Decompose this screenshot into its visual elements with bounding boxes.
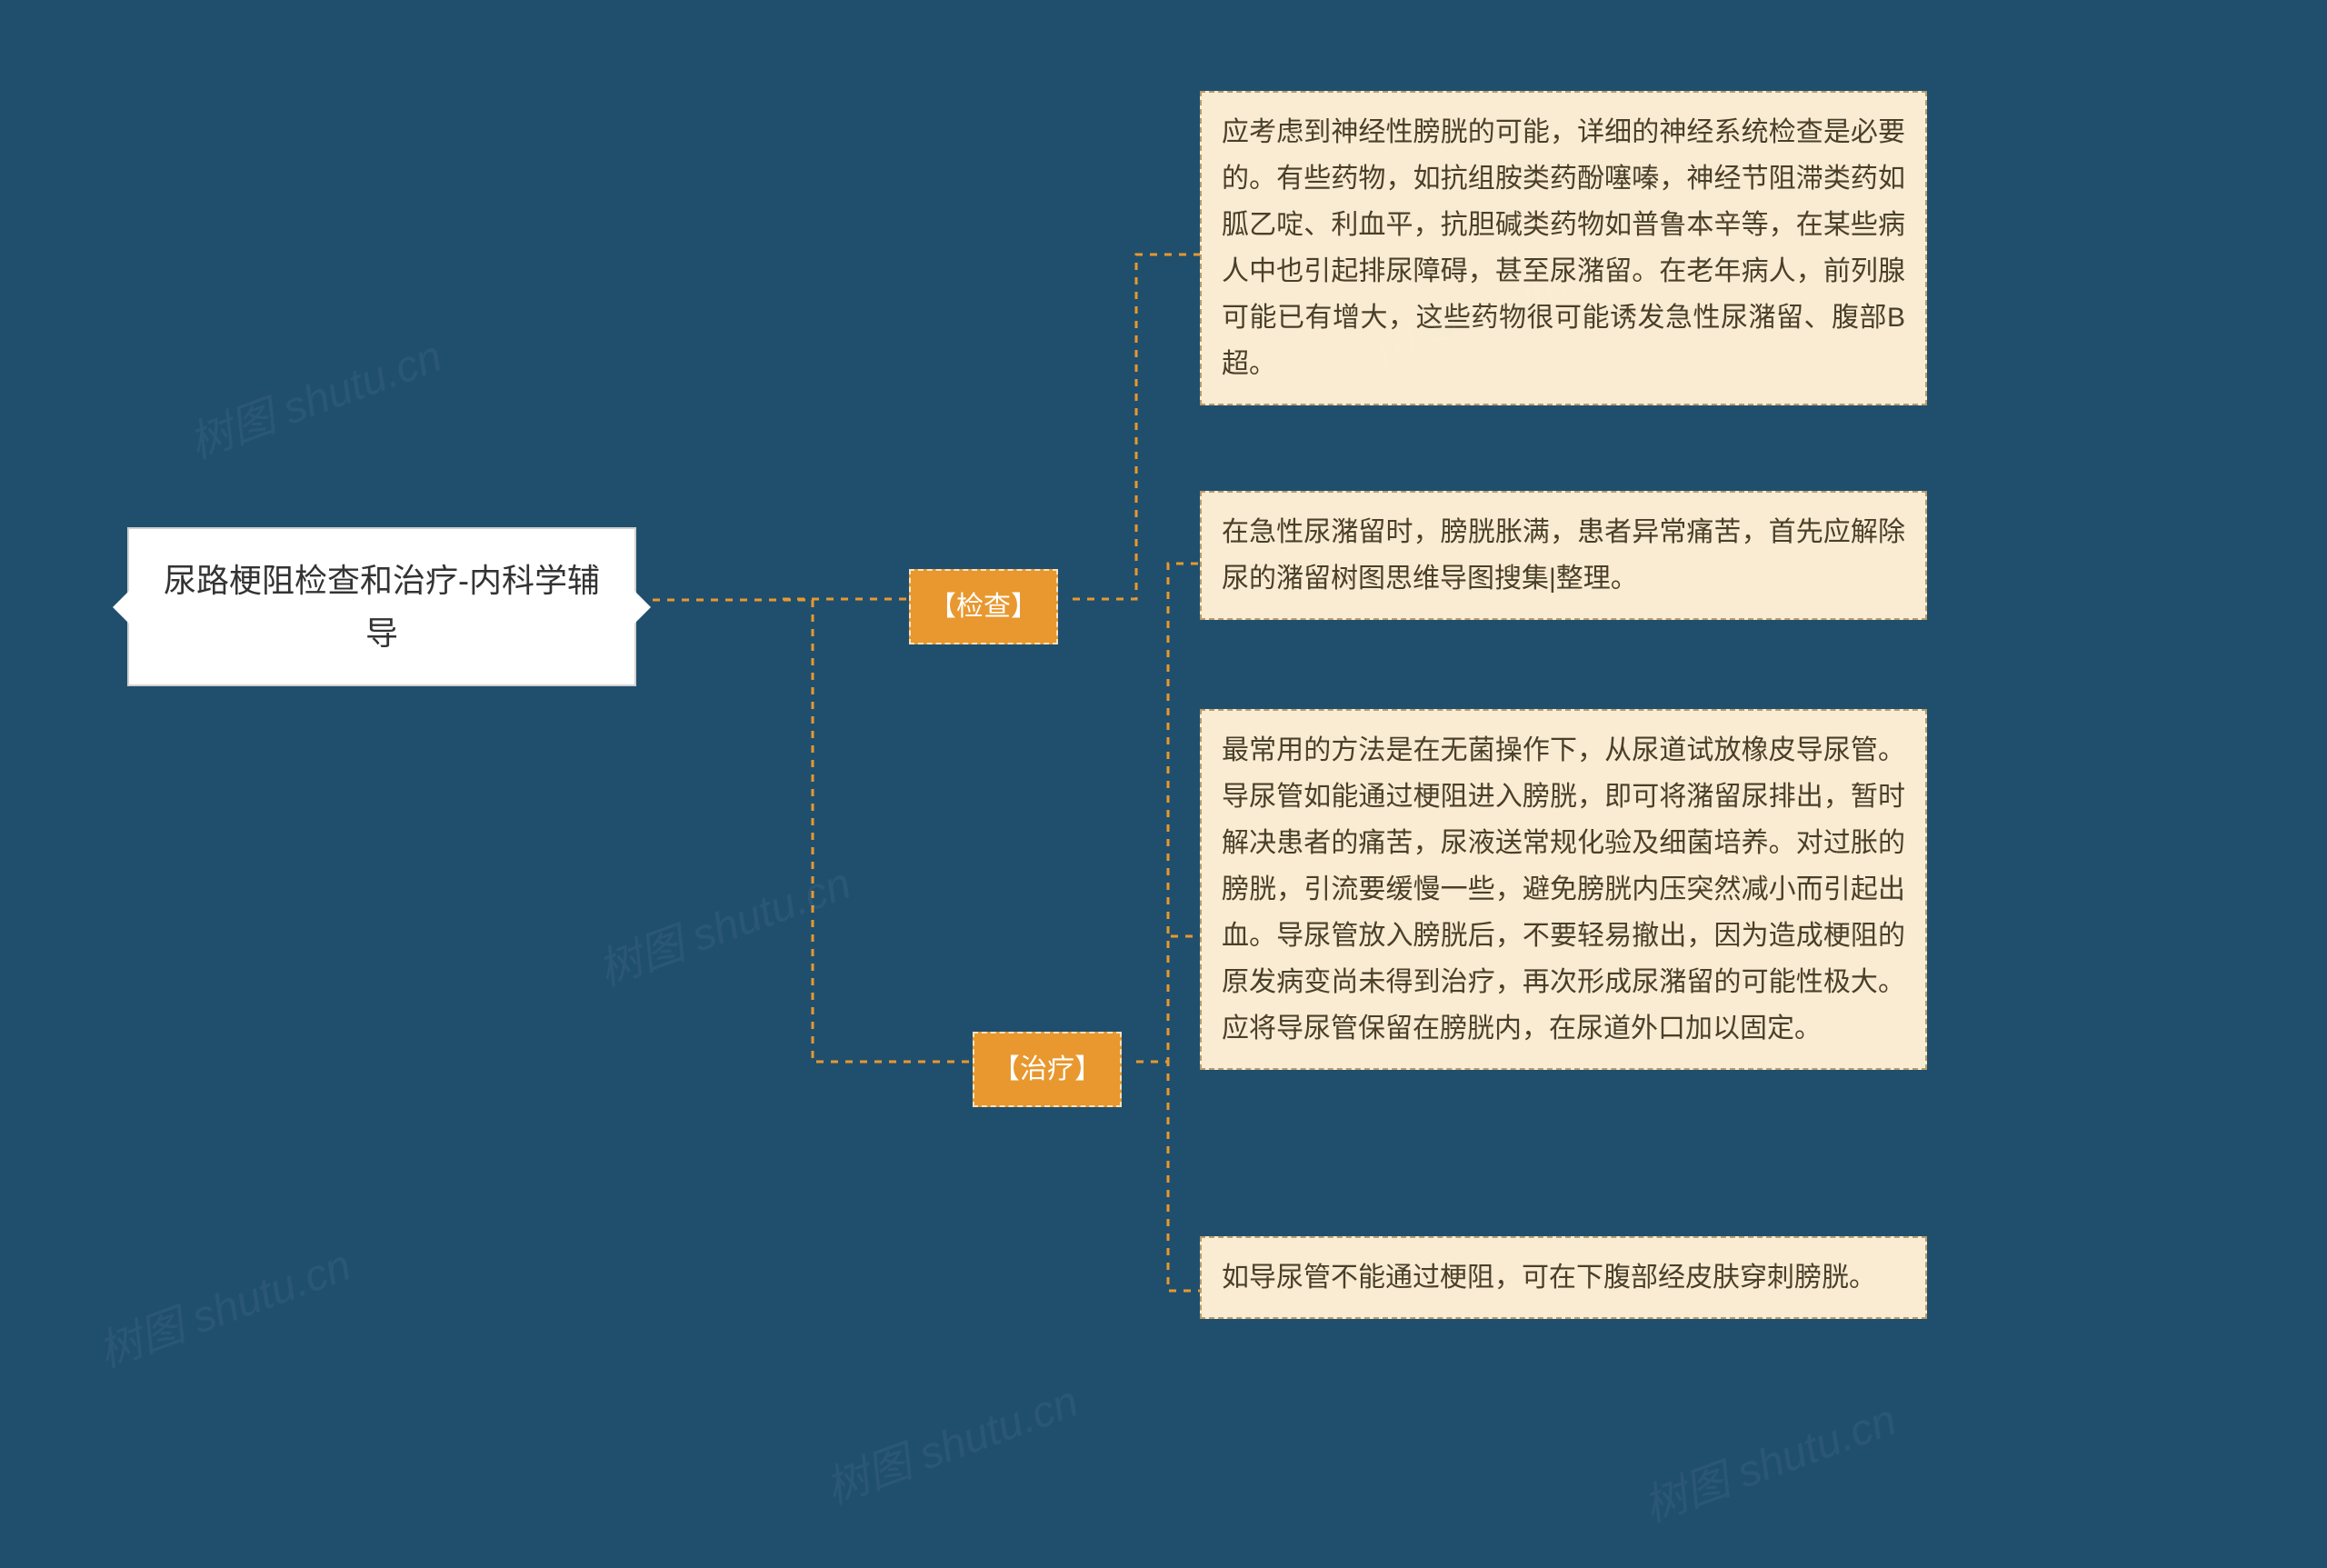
mindmap-connector xyxy=(1073,255,1200,599)
watermark: 树图 shutu.cn xyxy=(588,847,858,997)
mindmap-connector xyxy=(1136,936,1200,1062)
mindmap-connector xyxy=(1136,1062,1200,1291)
branch-node-treat: 【治疗】 xyxy=(973,1032,1122,1107)
root-node: 尿路梗阻检查和治疗-内科学辅导 xyxy=(127,527,636,686)
watermark: 树图 shutu.cn xyxy=(179,320,449,470)
watermark: 树图 shutu.cn xyxy=(88,1229,358,1379)
leaf-node-treat_3: 如导尿管不能通过梗阻，可在下腹部经皮肤穿刺膀胱。 xyxy=(1200,1236,1927,1319)
branch-node-exam: 【检查】 xyxy=(909,569,1058,644)
watermark: 树图 shutu.cn xyxy=(1633,1383,1903,1533)
mindmap-connector xyxy=(653,600,973,1062)
watermark: 树图 shutu.cn xyxy=(815,1365,1085,1515)
mindmap-connector xyxy=(653,599,909,600)
leaf-node-treat_1: 在急性尿潴留时，膀胱胀满，患者异常痛苦，首先应解除尿的潴留树图思维导图搜集|整理… xyxy=(1200,491,1927,620)
mindmap-connector xyxy=(1136,564,1200,1062)
leaf-node-treat_2: 最常用的方法是在无菌操作下，从尿道试放橡皮导尿管。导尿管如能通过梗阻进入膀胱，即… xyxy=(1200,709,1927,1070)
leaf-node-exam_1: 应考虑到神经性膀胱的可能，详细的神经系统检查是必要的。有些药物，如抗组胺类药酚噻… xyxy=(1200,91,1927,405)
